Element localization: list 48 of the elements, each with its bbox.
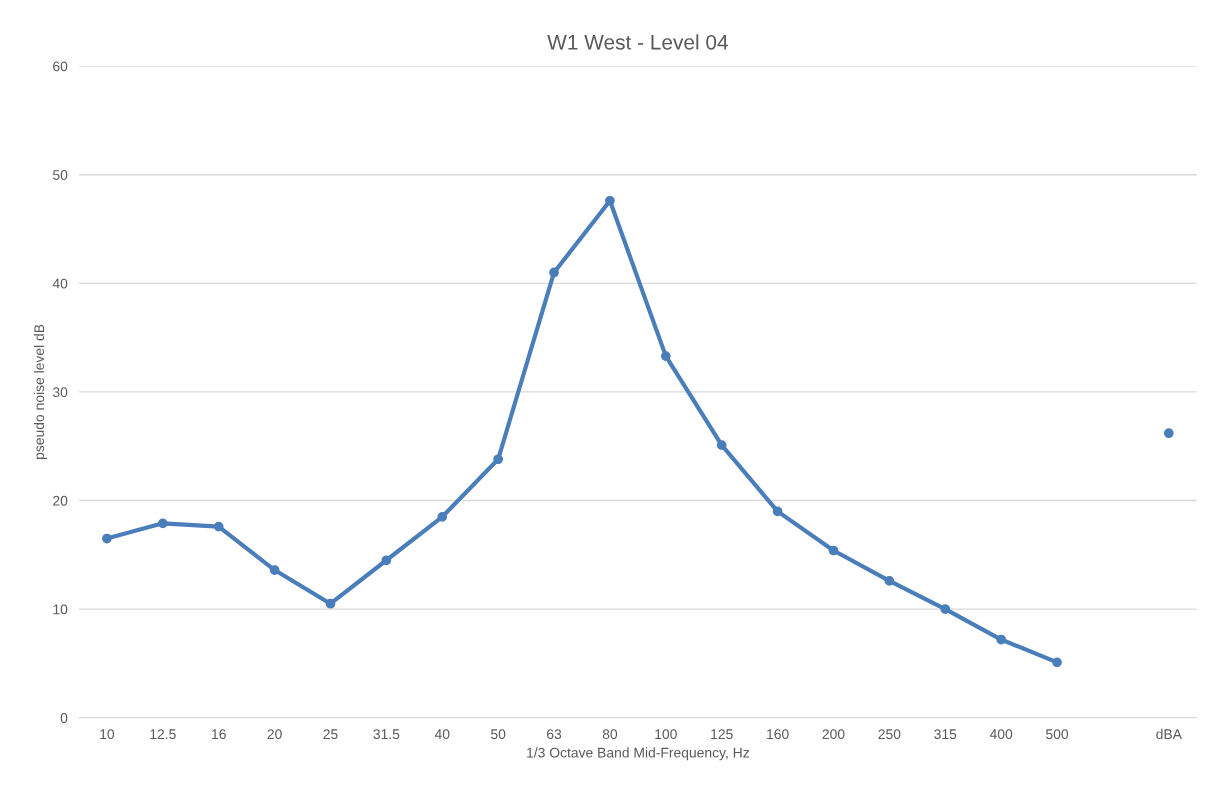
- point: [549, 267, 559, 278]
- x-tick-label: 100: [655, 729, 677, 740]
- x-tick-label: 31.5: [373, 729, 400, 740]
- x-tick-label: 400: [989, 729, 1013, 740]
- point: [102, 533, 112, 544]
- x-tick-label: 16: [212, 729, 226, 740]
- point: [884, 576, 895, 586]
- point: [269, 565, 280, 575]
- point: [772, 506, 783, 517]
- y-tick-label: 20: [53, 495, 68, 506]
- point: [213, 521, 224, 532]
- point: [605, 195, 615, 206]
- point: [716, 440, 727, 451]
- x-tick-label: dBA: [1156, 728, 1182, 740]
- x-tick-label: 63: [547, 729, 562, 740]
- x-tick-label: 50: [490, 729, 506, 740]
- x-tick-label: 250: [878, 729, 901, 740]
- point: [660, 351, 671, 361]
- chart-title: W1 West - Level 04: [547, 34, 728, 50]
- y-tick-label: 50: [52, 170, 68, 180]
- x-tick-label: 10: [100, 729, 115, 740]
- x-tick-label: 80: [602, 729, 618, 740]
- y-axis-title: pseudo noise level dB: [33, 324, 47, 459]
- point: [940, 604, 951, 614]
- point: [437, 511, 448, 522]
- x-tick-label: 20: [267, 729, 282, 740]
- point: [381, 555, 392, 566]
- point: [828, 545, 839, 556]
- x-tick-label: 160: [767, 729, 789, 740]
- point: [493, 454, 504, 465]
- x-axis-title: 1/3 Octave Band Mid-Frequency, Hz: [527, 747, 749, 761]
- y-tick-label: 60: [53, 61, 68, 72]
- x-tick-label: 125: [711, 729, 733, 740]
- point: [157, 518, 168, 529]
- point: [996, 634, 1007, 645]
- x-tick-label: 40: [434, 729, 450, 740]
- x-tick-label: 500: [1046, 729, 1069, 740]
- x-tick-label: 12.5: [150, 729, 176, 740]
- x-tick-label: 200: [822, 729, 845, 740]
- y-tick-label: 30: [52, 387, 68, 398]
- y-tick-label: 40: [52, 278, 68, 289]
- point: [1052, 657, 1062, 668]
- x-tick-label: 315: [934, 729, 957, 740]
- y-tick-label: 10: [53, 604, 68, 615]
- y-tick-label: 0: [60, 713, 68, 723]
- point: [1163, 428, 1174, 439]
- x-tick-label: 25: [323, 729, 338, 740]
- point: [325, 598, 336, 609]
